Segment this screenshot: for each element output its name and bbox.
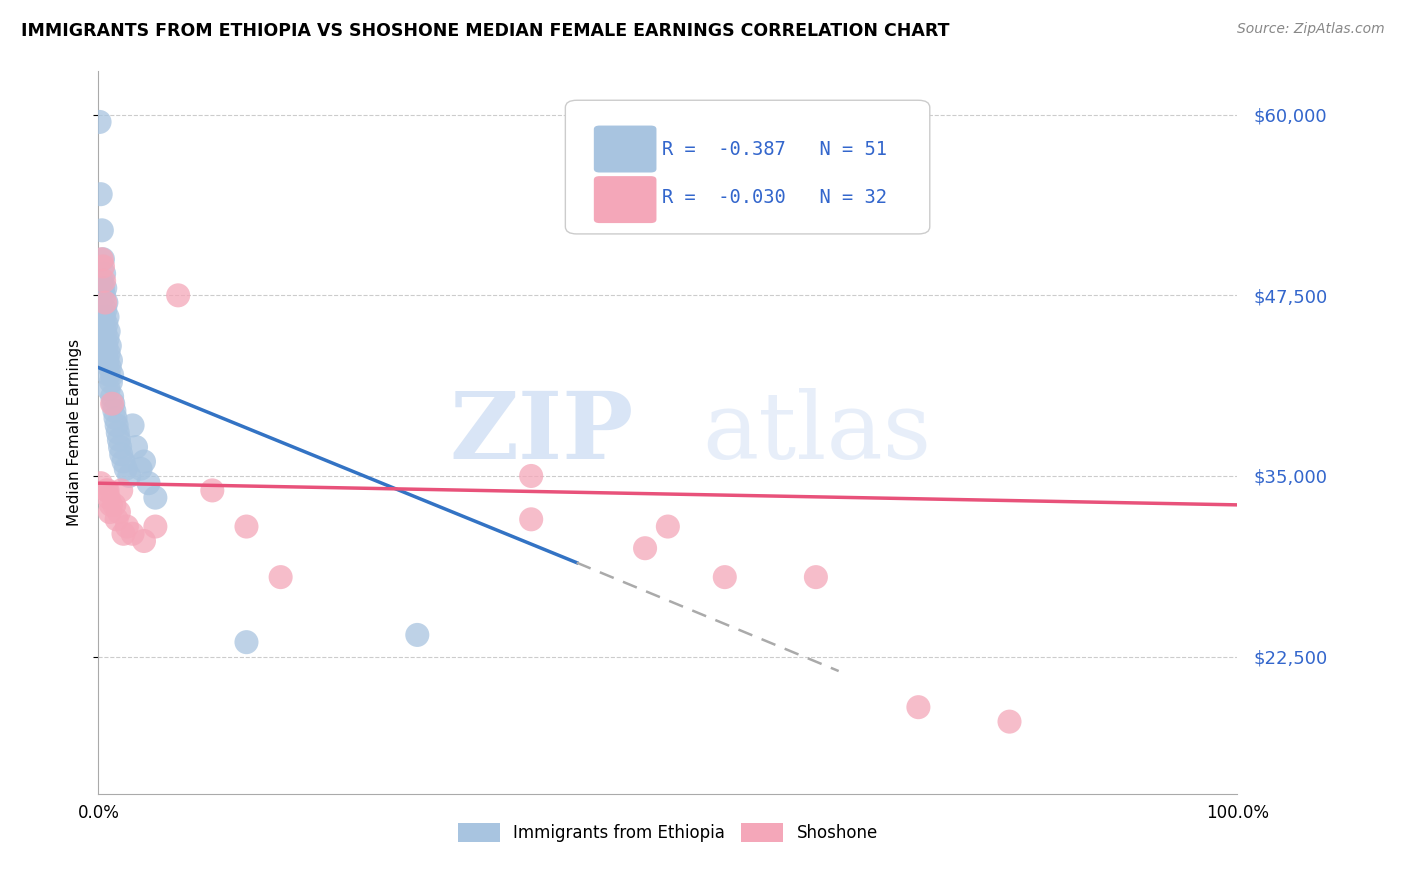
Point — [907, 700, 929, 714]
Point — [97, 491, 120, 505]
Point — [94, 302, 117, 317]
Point — [96, 353, 118, 368]
Y-axis label: Median Female Earnings: Median Female Earnings — [67, 339, 83, 526]
Point — [103, 397, 125, 411]
Point — [104, 411, 127, 425]
Point — [90, 252, 112, 267]
Point — [93, 310, 115, 324]
Point — [657, 519, 679, 533]
Point — [270, 570, 292, 584]
Point — [145, 491, 167, 505]
Point — [97, 346, 120, 360]
Point — [101, 397, 124, 411]
Point — [118, 469, 141, 483]
Point — [406, 628, 429, 642]
Point — [93, 339, 115, 353]
Point — [114, 462, 136, 476]
Point — [167, 288, 190, 302]
Point — [107, 425, 129, 440]
Point — [108, 440, 131, 454]
Point — [105, 512, 128, 526]
Point — [96, 353, 118, 368]
Point — [235, 519, 257, 533]
Point — [121, 418, 143, 433]
Text: atlas: atlas — [702, 388, 931, 477]
Point — [112, 526, 135, 541]
Point — [91, 260, 114, 274]
Point — [89, 115, 111, 129]
Point — [125, 440, 148, 454]
Text: Source: ZipAtlas.com: Source: ZipAtlas.com — [1237, 22, 1385, 37]
Point — [108, 505, 131, 519]
Point — [100, 375, 122, 389]
Point — [93, 274, 115, 288]
Point — [998, 714, 1021, 729]
Point — [96, 295, 118, 310]
Point — [129, 462, 152, 476]
Point — [90, 476, 112, 491]
Point — [91, 281, 114, 295]
Point — [235, 635, 257, 649]
Point — [97, 368, 120, 382]
Point — [94, 346, 117, 360]
Point — [110, 483, 132, 498]
Point — [110, 447, 132, 461]
Point — [115, 519, 138, 533]
Point — [103, 404, 125, 418]
Point — [90, 187, 112, 202]
Text: IMMIGRANTS FROM ETHIOPIA VS SHOSHONE MEDIAN FEMALE EARNINGS CORRELATION CHART: IMMIGRANTS FROM ETHIOPIA VS SHOSHONE MED… — [21, 22, 949, 40]
Point — [94, 325, 117, 339]
Text: R =  -0.387   N = 51: R = -0.387 N = 51 — [662, 140, 887, 159]
Point — [634, 541, 657, 556]
Point — [121, 526, 143, 541]
Point — [101, 389, 124, 403]
Point — [97, 325, 120, 339]
Point — [96, 339, 118, 353]
Point — [108, 433, 131, 447]
Point — [94, 281, 117, 295]
Point — [138, 476, 160, 491]
Point — [96, 310, 118, 324]
Point — [91, 310, 114, 324]
Point — [96, 483, 118, 498]
Point — [96, 483, 118, 498]
Point — [101, 368, 124, 382]
Point — [96, 332, 118, 346]
Point — [94, 295, 117, 310]
Point — [520, 512, 543, 526]
Text: R =  -0.030   N = 32: R = -0.030 N = 32 — [662, 188, 887, 207]
FancyBboxPatch shape — [593, 176, 657, 223]
Point — [112, 454, 135, 468]
Point — [91, 252, 114, 267]
Point — [105, 418, 128, 433]
Point — [90, 274, 112, 288]
Point — [97, 382, 120, 396]
Point — [714, 570, 737, 584]
Point — [93, 288, 115, 302]
Point — [103, 498, 125, 512]
Point — [804, 570, 827, 584]
FancyBboxPatch shape — [565, 100, 929, 234]
FancyBboxPatch shape — [593, 126, 657, 172]
Point — [145, 519, 167, 533]
Point — [98, 339, 121, 353]
Point — [100, 498, 122, 512]
Point — [96, 317, 118, 331]
Point — [98, 360, 121, 375]
Point — [132, 454, 155, 468]
Point — [201, 483, 224, 498]
Legend: Immigrants from Ethiopia, Shoshone: Immigrants from Ethiopia, Shoshone — [450, 814, 886, 851]
Point — [132, 533, 155, 548]
Text: ZIP: ZIP — [450, 388, 634, 477]
Point — [520, 469, 543, 483]
Point — [90, 223, 112, 237]
Point — [100, 353, 122, 368]
Point — [93, 267, 115, 281]
Point — [98, 505, 121, 519]
